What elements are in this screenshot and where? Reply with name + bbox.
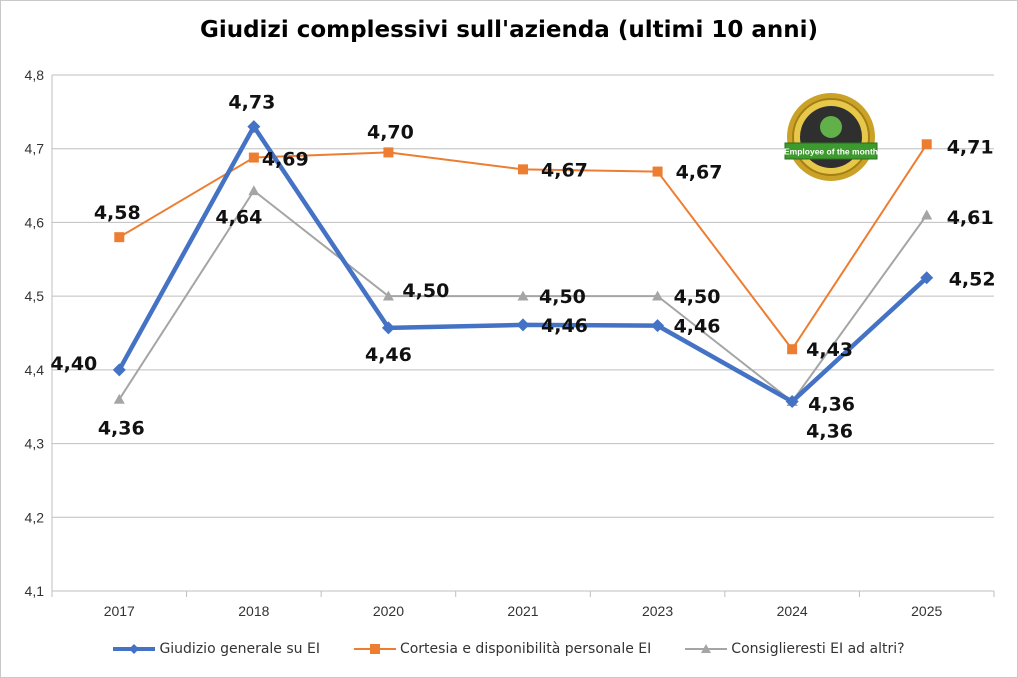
data-point [920, 271, 934, 285]
legend: Giudizio generale su EI Cortesia e dispon… [1, 637, 1017, 661]
legend-swatch [353, 644, 396, 654]
legend-marker [129, 644, 140, 654]
legend-marker [369, 644, 380, 654]
y-tick-label: 4,2 [25, 509, 45, 525]
data-point [114, 232, 125, 243]
data-point [785, 395, 799, 409]
data-point [921, 209, 933, 220]
badge-seal [784, 93, 878, 181]
data-point [112, 363, 126, 377]
data-point [248, 152, 259, 163]
data-point [651, 319, 665, 333]
x-tick-label: 2021 [507, 603, 538, 619]
data-point [516, 318, 530, 332]
data-label: 4,36 [98, 417, 145, 439]
legend-swatch [685, 644, 728, 653]
data-label: 4,50 [674, 286, 721, 308]
x-tick-label: 2018 [238, 603, 269, 619]
chart-title: Giudizi complessivi sull'azienda (ultimi… [199, 17, 819, 43]
data-label: 4,70 [367, 121, 414, 143]
data-label: 4,36 [808, 394, 855, 416]
legend-label: Giudizio generale su EI [159, 641, 320, 657]
y-tick-label: 4,3 [25, 436, 45, 452]
data-label: 4,61 [947, 207, 994, 229]
data-label: 4,58 [94, 202, 141, 224]
x-tick-label: 2024 [777, 603, 808, 619]
data-label: 4,67 [676, 162, 723, 184]
data-point [381, 321, 395, 335]
data-label: 4,46 [674, 316, 721, 338]
data-point [518, 164, 528, 175]
y-tick-label: 4,8 [25, 67, 45, 83]
data-point [652, 290, 664, 301]
legend-label: Consiglieresti EI ad altri? [731, 641, 905, 657]
x-tick-label: 2017 [104, 603, 135, 619]
y-tick-label: 4,1 [25, 583, 45, 599]
legend-marker [701, 644, 712, 653]
data-label: 4,73 [228, 92, 275, 114]
data-point [787, 344, 798, 355]
data-point [652, 166, 663, 177]
data-label: 4,64 [215, 207, 262, 229]
data-point [921, 139, 932, 150]
data-label: 4,50 [539, 286, 586, 308]
data-point [247, 120, 261, 134]
y-tick-label: 4,7 [25, 141, 45, 157]
legend-item: Consiglieresti EI ad altri? [685, 637, 905, 661]
data-label: 4,46 [365, 344, 412, 366]
legend-item: Giudizio generale su EI [113, 637, 320, 661]
data-point [248, 185, 260, 196]
data-label: 4,52 [949, 269, 996, 291]
x-tick-label: 2025 [911, 603, 942, 619]
data-label: 4,40 [50, 353, 97, 375]
y-tick-label: 4,4 [25, 362, 45, 378]
badge-text: Employee of the month [784, 147, 878, 157]
data-label: 4,69 [262, 149, 309, 171]
y-tick-label: 4,6 [25, 214, 45, 230]
data-label: 4,46 [541, 315, 588, 337]
legend-item: Cortesia e disponibilità personale EI [353, 637, 652, 661]
data-label: 4,71 [947, 136, 994, 158]
legend-swatch [113, 644, 156, 654]
data-label: 4,43 [806, 339, 853, 361]
data-label: 4,36 [806, 421, 853, 443]
x-tick-label: 2020 [373, 603, 404, 619]
employee-of-the-month-badge-icon: Employee of the month [781, 89, 881, 189]
data-point [383, 147, 394, 158]
legend-label: Cortesia e disponibilità personale EI [399, 641, 652, 657]
data-point [382, 290, 394, 301]
y-tick-label: 4,5 [25, 288, 45, 304]
data-label: 4,67 [541, 159, 588, 181]
data-point [517, 290, 529, 301]
data-point [113, 393, 125, 404]
x-tick-label: 2023 [642, 603, 673, 619]
data-label: 4,50 [402, 280, 449, 302]
